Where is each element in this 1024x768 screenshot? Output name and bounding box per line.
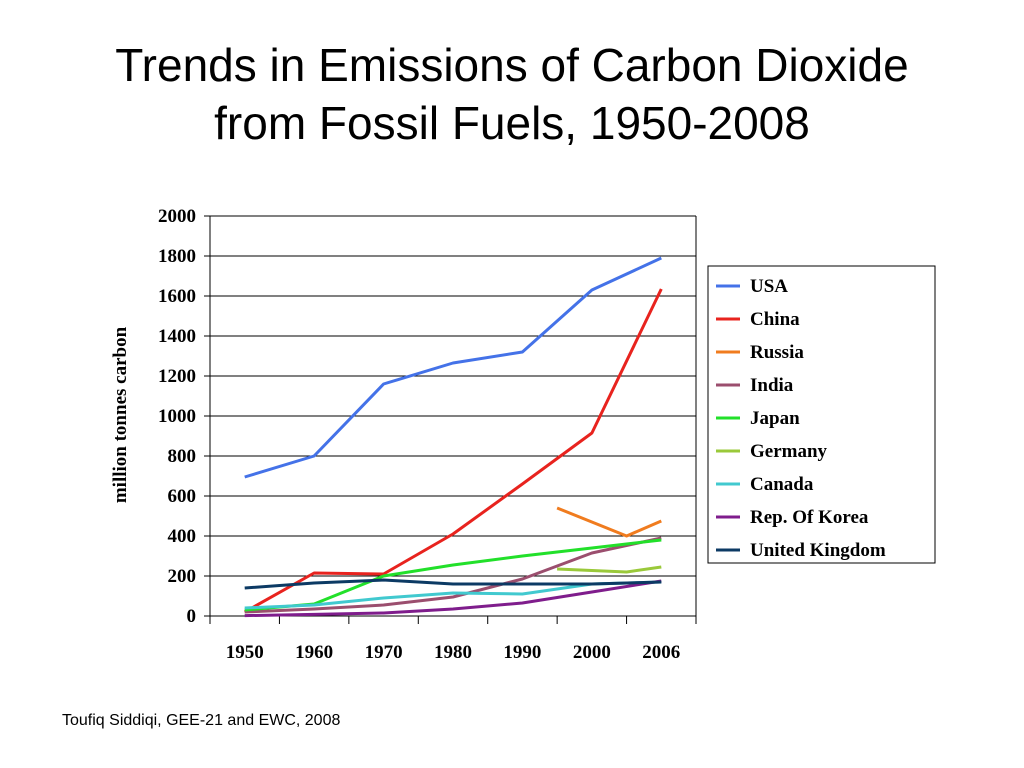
x-tick-label: 2006 xyxy=(642,642,680,663)
legend-label: USA xyxy=(750,276,788,297)
y-tick-label: 1000 xyxy=(158,406,196,427)
legend-item-india: India xyxy=(716,375,794,396)
series-line-usa xyxy=(244,256,662,479)
legend-label: Rep. Of Korea xyxy=(750,507,869,528)
y-tick-label: 1600 xyxy=(158,286,196,307)
x-tick-label: 1970 xyxy=(365,642,403,663)
x-tick-label: 1980 xyxy=(434,642,472,663)
emissions-line-chart: 0 200 400 600 800 1000 1200 1400 1600 1800 2000 19… xyxy=(110,206,936,663)
series-line-china xyxy=(243,288,663,614)
legend-box xyxy=(707,265,936,564)
y-tick-label: 800 xyxy=(168,446,197,467)
series-line-russia xyxy=(556,506,662,538)
series-line-india xyxy=(244,536,662,614)
legend-item-canada: Canada xyxy=(716,474,814,495)
legend-label: Canada xyxy=(750,474,814,495)
series-line-united-kingdom xyxy=(244,578,662,590)
y-tick-label: 200 xyxy=(168,566,197,587)
legend-item-china: China xyxy=(716,309,800,330)
slide-title: Trends in Emissions of Carbon Dioxide fr… xyxy=(0,36,1024,152)
series-line-canada xyxy=(244,580,662,610)
legend-label: India xyxy=(750,375,794,396)
x-tick-label: 1960 xyxy=(295,642,333,663)
legend-item-united-kingdom: United Kingdom xyxy=(716,540,886,561)
legend-label: United Kingdom xyxy=(750,540,886,561)
y-tick-label: 1200 xyxy=(158,366,196,387)
legend-label: Japan xyxy=(750,408,800,429)
x-tick-label: 1950 xyxy=(226,642,264,663)
y-tick-label: 0 xyxy=(187,606,197,627)
x-tick-labels: 1950 1960 1970 1980 1990 2000 2006 xyxy=(226,642,681,663)
series-lines xyxy=(243,256,663,618)
legend-label: Russia xyxy=(750,342,804,363)
legend-label: Germany xyxy=(750,441,828,462)
x-tick-label: 2000 xyxy=(573,642,611,663)
legend-item-japan: Japan xyxy=(716,408,800,429)
x-tick-label: 1990 xyxy=(503,642,541,663)
slide-title-line-2: from Fossil Fuels, 1950-2008 xyxy=(214,97,810,149)
series-line-germany xyxy=(557,565,662,574)
y-tick-label: 1800 xyxy=(158,246,196,267)
gridlines xyxy=(210,215,696,577)
source-credit: Toufiq Siddiqi, GEE-21 and EWC, 2008 xyxy=(62,712,341,729)
legend-item-usa: USA xyxy=(716,276,788,297)
series-line-rep-of-korea xyxy=(244,579,662,618)
y-tick-label: 2000 xyxy=(158,206,196,227)
y-tick-label: 1400 xyxy=(158,326,196,347)
legend-item-germany: Germany xyxy=(716,441,828,462)
legend-item-rep-of-korea: Rep. Of Korea xyxy=(716,507,869,528)
legend: USA China Russia India Japan Germany Canada Rep… xyxy=(707,265,936,564)
y-tick-label: 600 xyxy=(168,486,197,507)
y-tick-label: 400 xyxy=(168,526,197,547)
legend-item-russia: Russia xyxy=(716,342,804,363)
y-tick-labels: 0 200 400 600 800 1000 1200 1400 1600 1800 2000 xyxy=(158,206,196,627)
legend-label: China xyxy=(750,309,800,330)
slide-title-line-1: Trends in Emissions of Carbon Dioxide xyxy=(115,39,909,91)
y-axis-label: million tonnes carbon xyxy=(110,326,131,503)
